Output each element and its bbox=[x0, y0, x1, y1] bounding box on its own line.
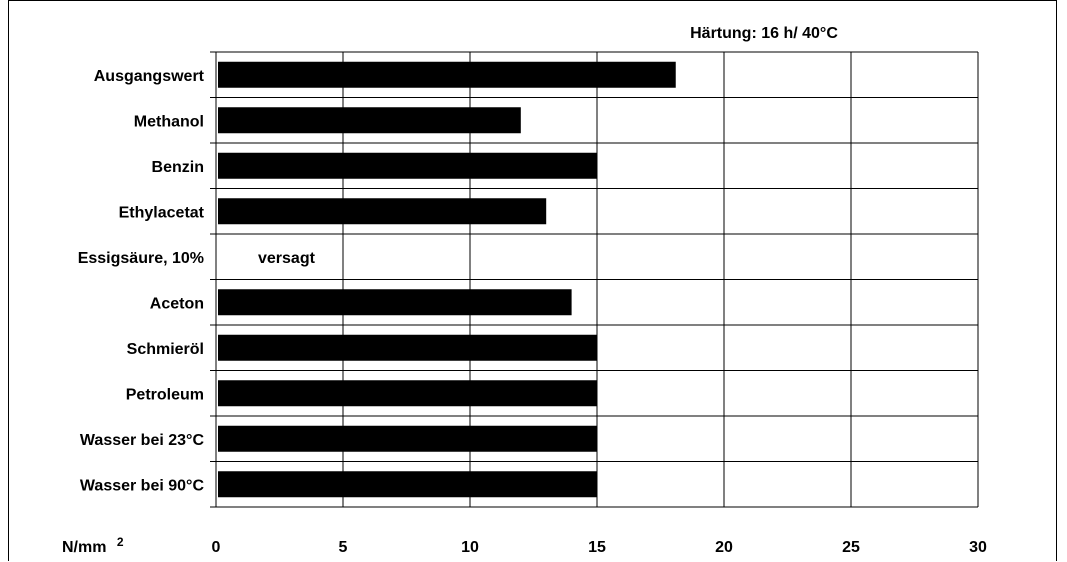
category-label: Ethylacetat bbox=[119, 204, 205, 221]
x-tick-labels: 0 5 10 15 20 25 30 bbox=[212, 539, 987, 556]
bar-data-label: versagt bbox=[258, 250, 316, 267]
chart-annotation: Härtung: 16 h/ 40°C bbox=[690, 25, 838, 42]
bar bbox=[218, 289, 572, 315]
unit-label: N/mm 2 bbox=[62, 535, 124, 556]
category-label: Methanol bbox=[134, 113, 204, 130]
category-label: Essigsäure, 10% bbox=[78, 250, 204, 267]
unit-superscript: 2 bbox=[117, 535, 124, 549]
category-label: Wasser bei 23°C bbox=[80, 432, 205, 449]
bar bbox=[218, 471, 597, 497]
x-tick-label: 0 bbox=[212, 539, 221, 556]
x-tick-label: 20 bbox=[715, 539, 733, 556]
bar bbox=[218, 426, 597, 452]
category-labels: Ausgangswert Methanol Benzin Ethylacetat Ess… bbox=[78, 68, 205, 495]
bar bbox=[218, 198, 546, 224]
category-label: Petroleum bbox=[126, 386, 204, 403]
bar bbox=[218, 153, 597, 179]
bar bbox=[218, 62, 676, 88]
bar bbox=[218, 335, 597, 361]
x-tick-label: 5 bbox=[339, 539, 348, 556]
category-label: Wasser bei 90°C bbox=[80, 477, 205, 494]
unit-base: N/mm bbox=[62, 539, 106, 556]
x-tick-label: 10 bbox=[461, 539, 479, 556]
category-label: Schmieröl bbox=[127, 341, 204, 358]
x-tick-label: 25 bbox=[842, 539, 860, 556]
x-tick-label: 15 bbox=[588, 539, 606, 556]
bar bbox=[218, 380, 597, 406]
category-label: Benzin bbox=[152, 159, 204, 176]
category-label: Aceton bbox=[150, 295, 204, 312]
bar bbox=[218, 107, 521, 133]
x-tick-label: 30 bbox=[969, 539, 987, 556]
category-label: Ausgangswert bbox=[94, 68, 205, 85]
